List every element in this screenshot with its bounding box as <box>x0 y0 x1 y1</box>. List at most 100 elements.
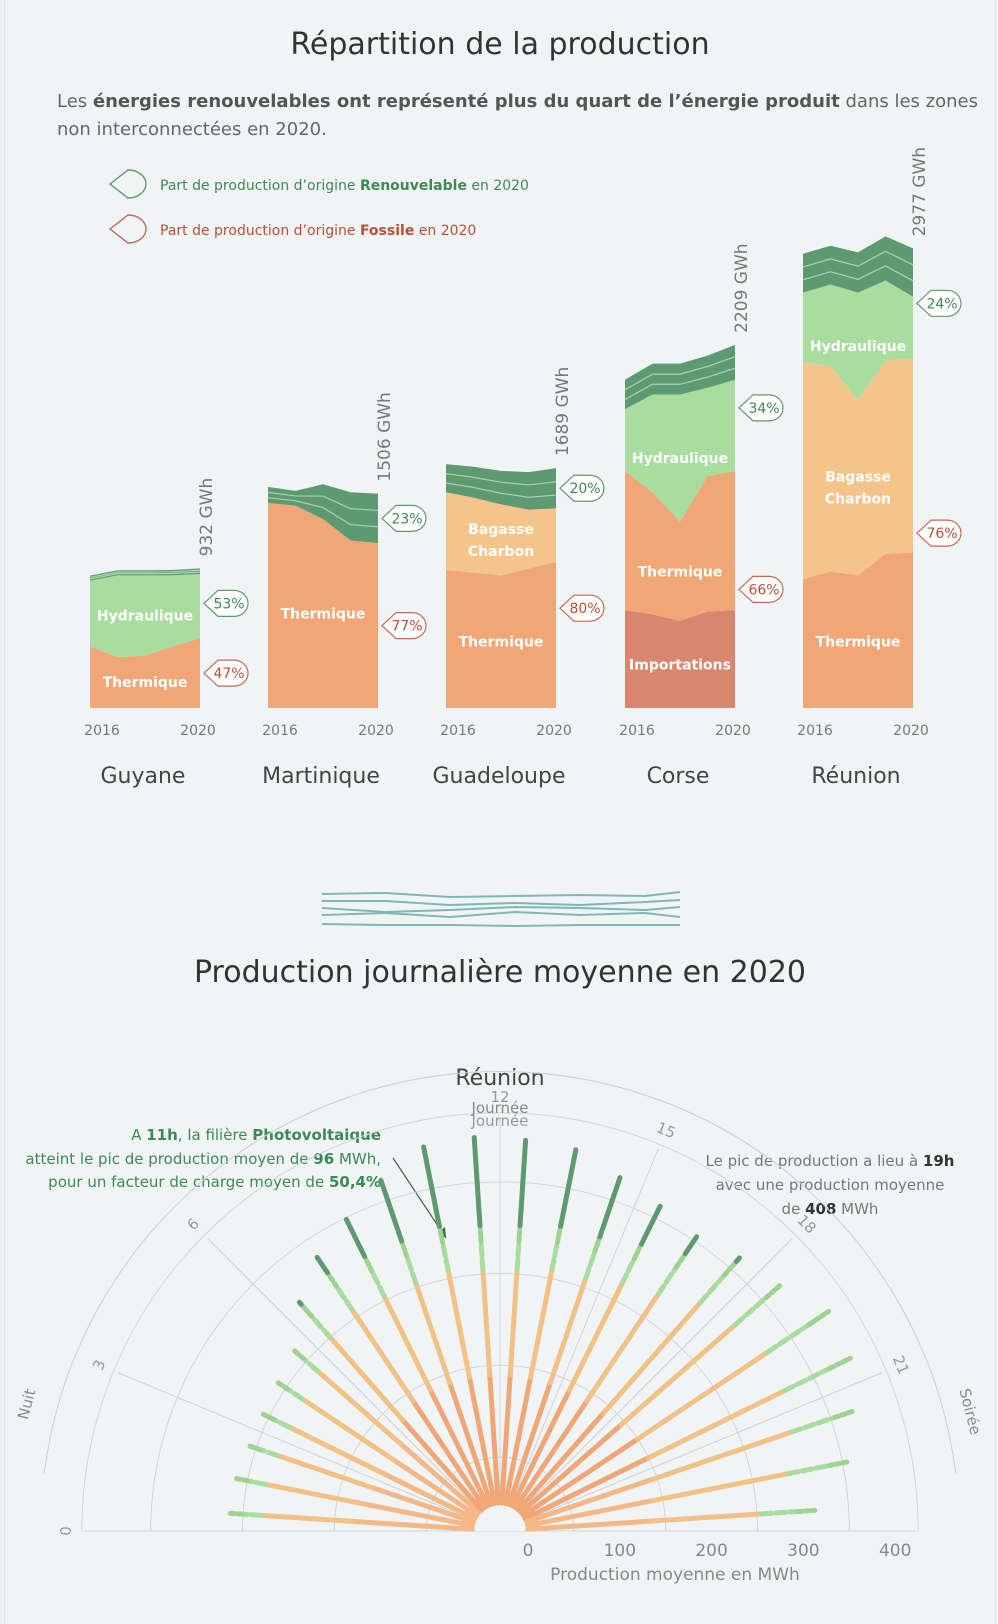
badge-martinique-renouvelable <box>381 504 427 532</box>
bar-h14-1 <box>547 1275 589 1386</box>
legend-fossile-label: Part de production d’origine Fossile en … <box>160 223 476 239</box>
bar-h9-3 <box>399 1238 410 1260</box>
bar-h17-2 <box>697 1272 727 1306</box>
chart-martinique: Thermique 2016 2020 Martinique 1506 GWh 23% 77… <box>262 392 427 789</box>
total-reunion: 2977 GWh <box>910 147 930 236</box>
bar-h12-3 <box>516 1223 523 1245</box>
bar-h4-1 <box>300 1396 396 1462</box>
zone-label-0: Nuit <box>14 1387 39 1422</box>
hour-line-15 <box>512 1148 659 1501</box>
bar-h19-0 <box>520 1436 641 1518</box>
area-corse-importations <box>625 610 735 708</box>
label-reunion-hydraulique: Hydraulique <box>810 339 906 355</box>
bar-h17-3 <box>721 1258 739 1278</box>
label-martinique-thermique: Thermique <box>281 607 366 623</box>
area-guadeloupe-thermique <box>446 561 556 708</box>
bar-h8-3 <box>362 1253 375 1274</box>
anno-right-line1: Le pic de production a lieu à 19h <box>706 1152 955 1170</box>
bar-h0-2 <box>238 1511 264 1518</box>
bar-h21-1 <box>650 1429 795 1482</box>
total-guyane: 932 GWh <box>197 478 217 557</box>
bar-h23-1 <box>649 1511 765 1524</box>
bar-h1-1 <box>262 1481 367 1507</box>
area-reunion-bagasse-charbon <box>803 358 913 580</box>
area-corse-autres-renouvelables <box>625 344 735 410</box>
legend-renouvelable-marker <box>108 169 147 199</box>
bar-h5-2 <box>300 1355 320 1373</box>
bar-h20-2 <box>781 1365 833 1394</box>
hour-tick-6: 6 <box>184 1215 203 1234</box>
region-name-guyane: Guyane <box>101 764 186 789</box>
texture-line-martinique-1 <box>267 491 379 512</box>
bar-h5-3 <box>290 1346 306 1361</box>
zone-label-journee-top: Journée <box>471 1112 529 1130</box>
bar-h20-0 <box>522 1455 652 1522</box>
zone-label-2: Soirée <box>956 1387 985 1437</box>
bar-h15-4 <box>638 1203 663 1247</box>
bar-h11-4 <box>471 1135 483 1229</box>
hour-tick-21: 21 <box>889 1353 913 1378</box>
region-name-martinique: Martinique <box>262 764 380 789</box>
divider-wave-5 <box>321 923 680 928</box>
bar-h22-0 <box>524 1497 657 1529</box>
bar-h23-3 <box>795 1507 818 1514</box>
total-martinique: 1506 GWh <box>375 392 395 481</box>
bar-h17-4 <box>733 1255 742 1264</box>
bar-h18-1 <box>618 1322 738 1428</box>
label-guadeloupe-charbon: Charbon <box>468 544 534 560</box>
bar-h2-3 <box>244 1442 264 1453</box>
legend-fossile-marker <box>108 214 147 244</box>
divider-wave-4 <box>321 910 681 919</box>
bar-h22-1 <box>651 1471 792 1503</box>
bar-h0-0 <box>350 1518 475 1532</box>
bar-h11-2 <box>478 1239 486 1272</box>
region-name-corse: Corse <box>647 764 710 789</box>
legend-renouvelable: Part de production d’origine Renouvelabl… <box>108 169 529 199</box>
area-guadeloupe-bagasse-charbon <box>446 492 556 576</box>
bar-h4-0 <box>390 1456 480 1518</box>
label-corse-thermique: Thermique <box>638 564 723 580</box>
bar-h6-4 <box>296 1299 304 1307</box>
bar-h6-2 <box>309 1314 333 1340</box>
label-guyane-hydraulique: Hydraulique <box>97 609 193 625</box>
area-martinique-thermique <box>268 502 378 708</box>
bar-h21-2 <box>789 1414 838 1435</box>
bar-h12-2 <box>514 1239 522 1272</box>
hour-line-18 <box>522 1238 793 1509</box>
anno-right-line3: de 408 MWh <box>782 1200 879 1218</box>
annotation-photovoltaique: A 11h, la filière Photovoltaique atteint… <box>25 1126 447 1239</box>
radial-region-title: Réunion <box>455 1066 544 1091</box>
label-corse-importations: Importations <box>629 657 731 673</box>
bar-h16-0 <box>513 1398 590 1511</box>
area-guyane-thermique <box>90 638 200 708</box>
area-guyane-hydraulique <box>90 574 200 658</box>
bar-h3-2 <box>270 1416 293 1430</box>
intro-line1: Les énergies renouvelables ont représent… <box>57 91 978 112</box>
bar-h10-2 <box>440 1239 451 1272</box>
zone-label-1: Journée <box>471 1099 529 1117</box>
bar-h0-3 <box>224 1510 244 1517</box>
tick-guyane-2020: 2020 <box>180 723 216 739</box>
label-reunion-bagasse: Bagasse <box>825 470 891 486</box>
bar-h22-3 <box>826 1459 850 1469</box>
bar-h10-0 <box>466 1374 498 1507</box>
bar-h14-2 <box>583 1249 598 1281</box>
legend-fossile: Part de production d’origine Fossile en … <box>108 214 476 244</box>
anno-left-line2: atteint le pic de production moyen de 96… <box>25 1150 381 1168</box>
chart-guyane: Thermique Hydraulique 2016 2020 Guyane 932 GW… <box>84 478 249 789</box>
total-guadeloupe: 1689 GWh <box>553 367 573 456</box>
grid-arc-4 <box>81 1112 919 1532</box>
bar-h15-1 <box>566 1281 625 1394</box>
bar-h12-4 <box>517 1137 529 1229</box>
bar-h13-2 <box>549 1239 560 1272</box>
texture-line-reunion-1 <box>802 250 914 268</box>
hour-tick-0: 0 <box>57 1526 75 1536</box>
bar-h14-4 <box>597 1175 623 1240</box>
badge-text-reunion-fossile: 76% <box>926 526 957 542</box>
bar-h7-1 <box>349 1306 416 1404</box>
texture-line-guyane-0 <box>89 571 201 580</box>
bar-h15-3 <box>631 1241 644 1262</box>
tick-guadeloupe-2016: 2016 <box>440 723 476 739</box>
bar-h8-0 <box>428 1388 491 1509</box>
